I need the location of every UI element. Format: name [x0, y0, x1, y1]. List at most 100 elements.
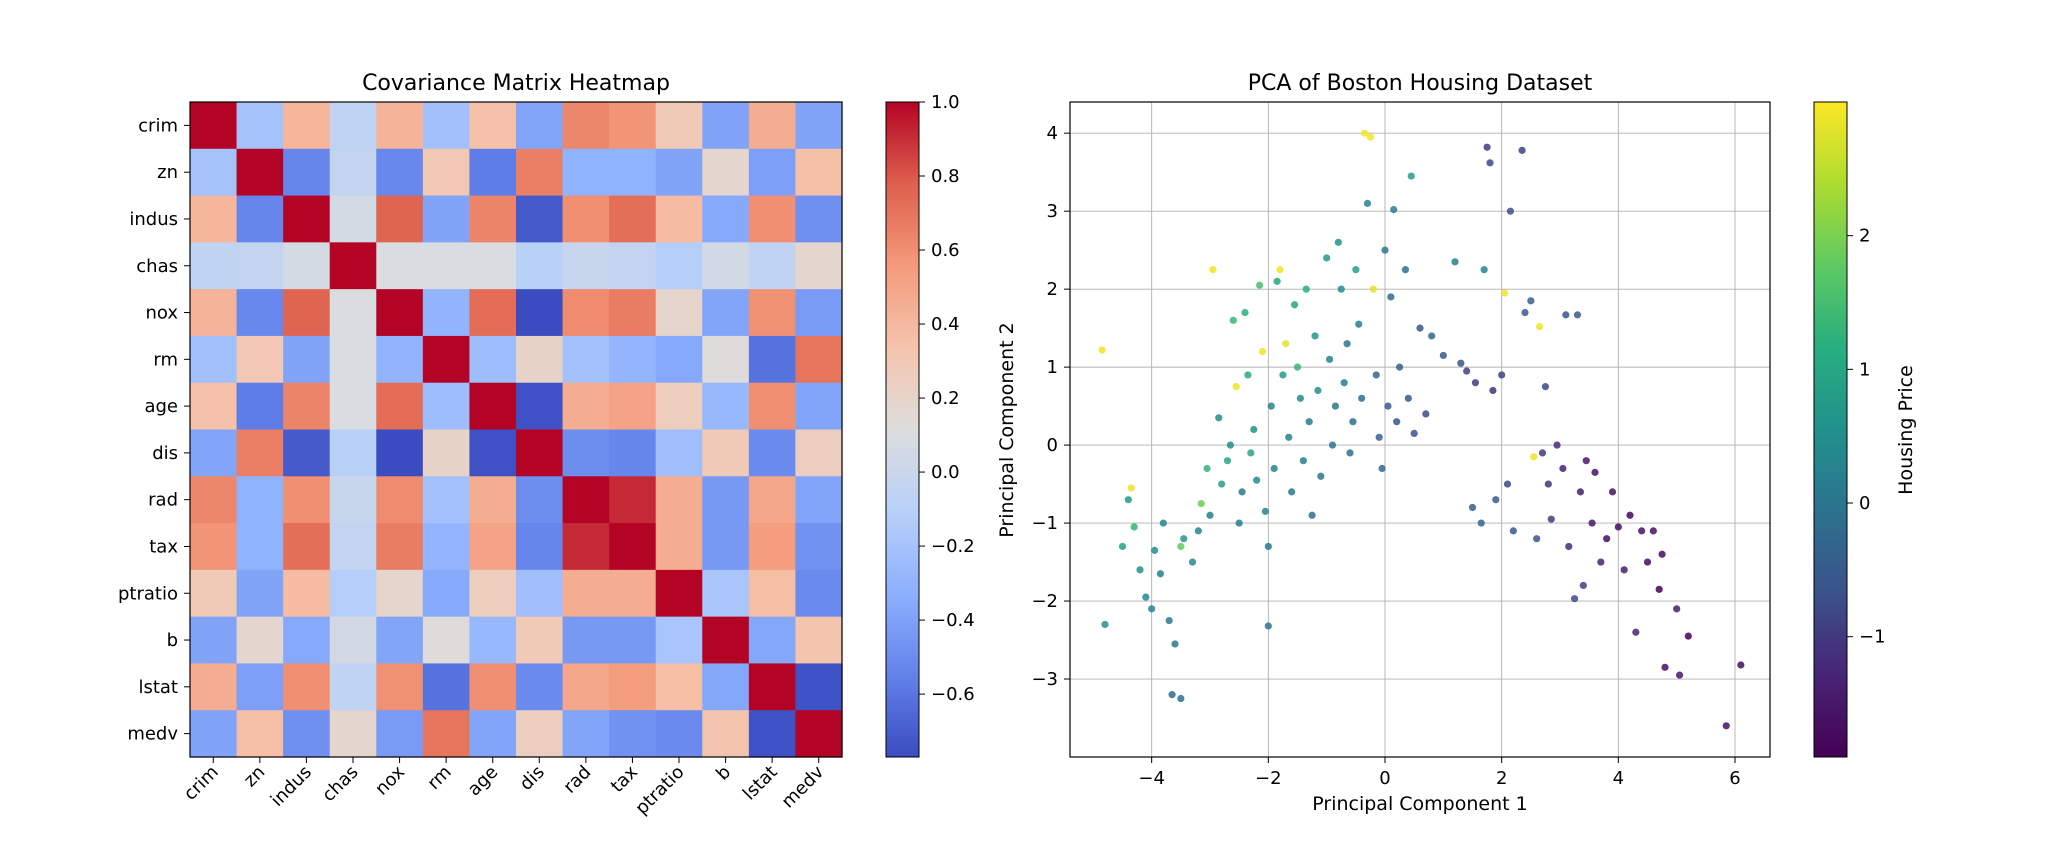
scatter-point	[1168, 691, 1176, 699]
heatmap-cell	[329, 148, 377, 197]
heatmap-cell	[702, 523, 750, 571]
scatter-point	[1477, 519, 1485, 527]
scatter-point	[1658, 550, 1666, 558]
heatmap-cell	[748, 476, 797, 524]
scatter-point	[1588, 519, 1596, 527]
heatmap-colorbar-bar	[885, 101, 920, 758]
heatmap-cell	[562, 148, 610, 197]
heatmap-cell	[469, 382, 517, 431]
heatmap-cell	[702, 102, 750, 150]
heatmap-cell	[190, 569, 238, 618]
heatmap-cell	[283, 195, 331, 243]
heatmap-cell	[609, 382, 657, 431]
scatter-point	[1346, 449, 1354, 457]
scatter-point	[1253, 476, 1261, 484]
scatter-colorbar-tick-label: 0	[1859, 493, 1870, 514]
heatmap-cell	[422, 335, 471, 384]
heatmap-colorbar-tick-label: 0.4	[931, 314, 960, 335]
heatmap-cell	[748, 429, 797, 477]
scatter-point	[1282, 340, 1290, 348]
heatmap-cell	[469, 663, 517, 711]
heatmap-cell	[516, 335, 564, 384]
scatter-point	[1279, 371, 1287, 379]
scatter-point	[1483, 143, 1491, 151]
scatter-point	[1655, 585, 1663, 593]
heatmap-cell	[236, 429, 284, 477]
scatter-point	[1136, 566, 1144, 574]
heatmap-cell	[422, 710, 471, 758]
heatmap-cell	[329, 616, 377, 665]
heatmap-cell	[329, 429, 377, 477]
heatmap-cell	[516, 429, 564, 477]
heatmap-cell	[516, 102, 564, 150]
scatter-point	[1439, 351, 1447, 360]
heatmap-cell	[748, 710, 797, 758]
heatmap-cell	[609, 710, 657, 758]
scatter-point	[1468, 503, 1477, 512]
scatter-point	[1349, 418, 1357, 426]
heatmap-row-label: lstat	[138, 677, 178, 698]
heatmap-colorbar-tick-label: 0.0	[931, 462, 960, 483]
scatter-point	[1206, 511, 1214, 519]
scatter-x-ticks: −4 −2 0 2 4 6	[1138, 757, 1741, 789]
scatter-point	[1355, 320, 1363, 328]
heatmap-cell	[655, 569, 703, 618]
heatmap-column-label: dis	[516, 762, 549, 795]
heatmap-cell	[469, 335, 517, 384]
scatter-point	[1632, 628, 1640, 636]
heatmap-cell	[748, 242, 797, 290]
heatmap-cell	[283, 242, 331, 290]
heatmap-cell	[236, 616, 284, 665]
heatmap-cell	[609, 429, 657, 477]
scatter-point	[1270, 464, 1278, 473]
heatmap-cell	[469, 429, 517, 477]
heatmap-cell	[516, 148, 564, 197]
heatmap-cell	[236, 335, 284, 384]
heatmap-cell	[190, 663, 238, 711]
scatter-point	[1527, 297, 1535, 305]
scatter-x-tick-label: 0	[1379, 768, 1390, 789]
heatmap-frame	[189, 101, 843, 758]
scatter-point	[1317, 472, 1325, 480]
heatmap-cell	[609, 148, 657, 197]
scatter-point	[1582, 457, 1590, 465]
heatmap-cell	[422, 242, 471, 290]
scatter-point	[1498, 371, 1506, 379]
heatmap-cell	[376, 335, 424, 384]
heatmap-cell	[329, 102, 377, 150]
heatmap-cell	[283, 382, 331, 431]
scatter-point	[1506, 207, 1515, 215]
scatter-point	[1451, 258, 1459, 266]
heatmap-cell	[329, 523, 377, 571]
heatmap-cell	[190, 382, 238, 431]
heatmap-cell	[655, 148, 703, 197]
heatmap-row-label: rad	[148, 490, 178, 511]
heatmap-cell	[376, 289, 424, 337]
scatter-point	[1241, 308, 1249, 317]
heatmap-cell	[516, 242, 564, 290]
scatter-point	[1410, 429, 1418, 437]
scatter-point	[1340, 379, 1348, 387]
heatmap-cell	[609, 335, 657, 384]
heatmap-cell	[190, 476, 238, 524]
heatmap-cell	[516, 663, 564, 711]
heatmap-cell	[748, 289, 797, 337]
heatmap-cell	[562, 616, 610, 665]
heatmap-cell	[469, 242, 517, 290]
heatmap-cell	[376, 195, 424, 243]
heatmap-cell	[655, 429, 703, 477]
scatter-point	[1101, 620, 1109, 629]
heatmap-cell	[329, 663, 377, 711]
heatmap-cell	[562, 242, 610, 290]
heatmap-cell	[562, 523, 610, 571]
heatmap-cell	[376, 523, 424, 571]
heatmap-cell	[562, 429, 610, 477]
heatmap-cell	[329, 195, 377, 243]
heatmap-cell	[283, 335, 331, 384]
scatter-point	[1381, 246, 1389, 254]
scatter-point	[1521, 308, 1529, 317]
heatmap-cell	[190, 429, 238, 477]
scatter-point	[1314, 386, 1322, 395]
scatter-point	[1559, 464, 1567, 473]
heatmap-cell	[190, 242, 238, 290]
